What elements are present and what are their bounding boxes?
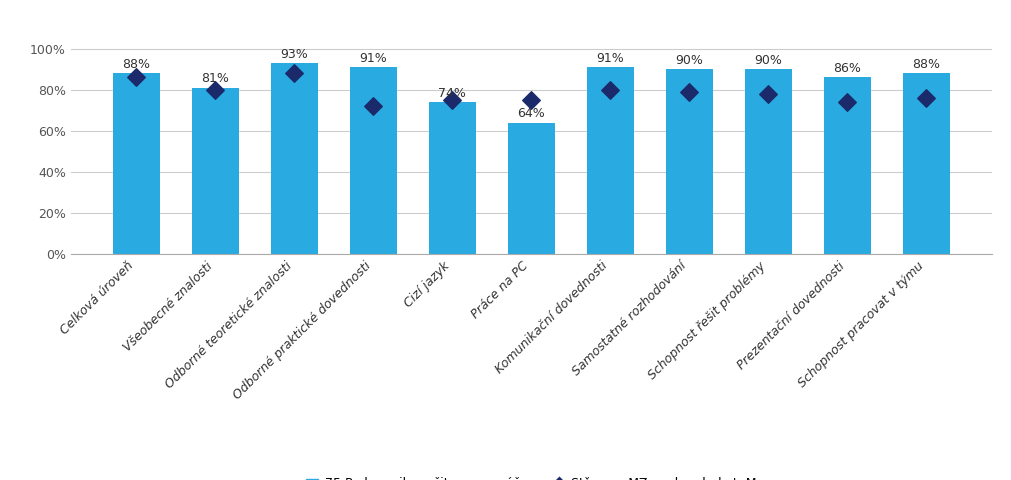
Point <box>838 98 854 106</box>
Bar <box>191 88 239 254</box>
Text: 88%: 88% <box>122 58 151 71</box>
Text: 74%: 74% <box>438 87 466 100</box>
Text: 91%: 91% <box>595 52 624 65</box>
Text: 86%: 86% <box>832 62 860 75</box>
Bar <box>349 67 396 254</box>
Bar <box>823 77 870 254</box>
Bar <box>586 67 633 254</box>
Text: 90%: 90% <box>674 54 703 67</box>
Point <box>680 88 697 96</box>
Bar <box>902 73 949 254</box>
Point <box>207 86 223 94</box>
Point <box>759 90 775 98</box>
Bar <box>112 73 160 254</box>
Point <box>523 96 539 104</box>
Text: 91%: 91% <box>359 52 387 65</box>
Text: 88%: 88% <box>911 58 939 71</box>
Text: 93%: 93% <box>280 48 308 60</box>
Point <box>286 70 302 77</box>
Point <box>128 73 145 81</box>
Bar <box>508 123 554 254</box>
Legend: 75 Pedagogika, učit. a soc. péče, Stř. vz. s MZ - vybr. ob. kat. M: 75 Pedagogika, učit. a soc. péče, Stř. v… <box>300 472 761 480</box>
Text: 64%: 64% <box>517 107 545 120</box>
Point <box>444 96 460 104</box>
Point <box>917 94 933 102</box>
Bar <box>270 63 317 254</box>
Bar <box>429 102 475 254</box>
Text: 81%: 81% <box>201 72 229 85</box>
Bar <box>744 69 792 254</box>
Point <box>365 102 381 110</box>
Point <box>602 86 618 94</box>
Bar <box>665 69 713 254</box>
Text: 90%: 90% <box>753 54 782 67</box>
